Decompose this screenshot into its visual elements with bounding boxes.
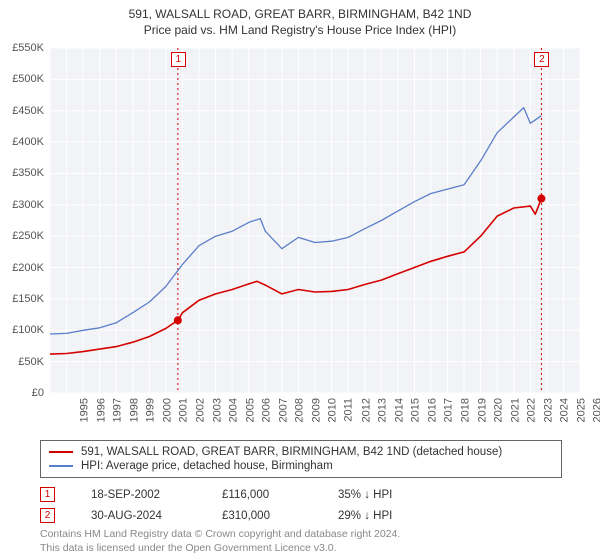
marker-pct: 29% ↓ HPI: [338, 510, 428, 522]
x-tick-label: 2011: [343, 398, 355, 422]
x-tick-label: 2006: [261, 398, 273, 422]
x-tick-label: 2004: [228, 398, 240, 422]
x-tick-label: 2008: [294, 398, 306, 422]
chart-marker-badge-1: 1: [171, 52, 186, 67]
y-tick-label: £400K: [12, 136, 44, 148]
x-tick-label: 2016: [426, 398, 438, 422]
x-tick-label: 2018: [459, 398, 471, 422]
x-tick-label: 2015: [410, 398, 422, 422]
y-tick-label: £50K: [18, 356, 44, 368]
x-tick-label: 2012: [360, 398, 372, 422]
x-tick-label: 2026: [592, 398, 600, 422]
legend-row: HPI: Average price, detached house, Birm…: [49, 459, 553, 473]
legend-label: 591, WALSALL ROAD, GREAT BARR, BIRMINGHA…: [81, 446, 502, 458]
x-tick-label: 2020: [493, 398, 505, 422]
x-tick-label: 2019: [476, 398, 488, 422]
title-line-1: 591, WALSALL ROAD, GREAT BARR, BIRMINGHA…: [0, 6, 600, 22]
attribution-text: Contains HM Land Registry data © Crown c…: [40, 528, 562, 555]
x-tick-label: 2022: [526, 398, 538, 422]
x-tick-label: 2003: [211, 398, 223, 422]
legend-swatch: [49, 451, 73, 453]
chart-marker-badge-2: 2: [534, 52, 549, 67]
chart-plot-area: 12: [50, 48, 580, 393]
marker-row: 1 18-SEP-2002 £116,000 35% ↓ HPI: [40, 484, 562, 505]
title-line-2: Price paid vs. HM Land Registry's House …: [0, 22, 600, 38]
legend-label: HPI: Average price, detached house, Birm…: [81, 460, 333, 472]
x-tick-label: 2024: [559, 398, 571, 422]
y-tick-label: £250K: [12, 230, 44, 242]
y-axis-labels: £0£50K£100K£150K£200K£250K£300K£350K£400…: [0, 48, 48, 393]
legend-row: 591, WALSALL ROAD, GREAT BARR, BIRMINGHA…: [49, 445, 553, 459]
x-tick-label: 2017: [443, 398, 455, 422]
x-tick-label: 2014: [393, 398, 405, 422]
marker-price: £116,000: [222, 489, 302, 501]
x-axis-labels: 1995 1996 1997 1998 1999 2000 2001 2002 2003 2004…: [50, 396, 580, 436]
x-tick-label: 2009: [310, 398, 322, 422]
legend-box: 591, WALSALL ROAD, GREAT BARR, BIRMINGHA…: [40, 440, 562, 478]
y-tick-label: £350K: [12, 167, 44, 179]
x-tick-label: 2001: [178, 398, 190, 422]
marker-price: £310,000: [222, 510, 302, 522]
marker-date: 30-AUG-2024: [91, 510, 186, 522]
chart-titles: 591, WALSALL ROAD, GREAT BARR, BIRMINGHA…: [0, 0, 600, 38]
legend-swatch: [49, 465, 73, 467]
attribution-line-1: Contains HM Land Registry data © Crown c…: [40, 528, 562, 542]
x-tick-label: 2000: [161, 398, 173, 422]
y-tick-label: £450K: [12, 105, 44, 117]
x-tick-label: 1995: [78, 398, 90, 422]
x-tick-label: 2025: [575, 398, 587, 422]
sale-markers-table: 1 18-SEP-2002 £116,000 35% ↓ HPI 2 30-AUG-202…: [40, 484, 562, 526]
x-tick-label: 2007: [277, 398, 289, 422]
marker-badge: 1: [40, 487, 55, 502]
y-tick-label: £550K: [12, 42, 44, 54]
x-tick-label: 1997: [112, 398, 124, 422]
x-tick-label: 2002: [194, 398, 206, 422]
marker-date: 18-SEP-2002: [91, 489, 186, 501]
y-tick-label: £500K: [12, 73, 44, 85]
x-tick-label: 2021: [509, 398, 521, 422]
x-tick-label: 2010: [327, 398, 339, 422]
y-tick-label: £150K: [12, 293, 44, 305]
y-tick-label: £300K: [12, 199, 44, 211]
chart-svg: [50, 48, 580, 393]
marker-badge: 2: [40, 508, 55, 523]
marker-pct: 35% ↓ HPI: [338, 489, 428, 501]
x-tick-label: 1998: [128, 398, 140, 422]
marker-row: 2 30-AUG-2024 £310,000 29% ↓ HPI: [40, 505, 562, 526]
x-tick-label: 1999: [145, 398, 157, 422]
y-tick-label: £200K: [12, 262, 44, 274]
x-tick-label: 2013: [377, 398, 389, 422]
x-tick-label: 1996: [95, 398, 107, 422]
x-tick-label: 2005: [244, 398, 256, 422]
attribution-line-2: This data is licensed under the Open Gov…: [40, 542, 562, 556]
y-tick-label: £0: [32, 387, 44, 399]
y-tick-label: £100K: [12, 324, 44, 336]
x-tick-label: 2023: [542, 398, 554, 422]
